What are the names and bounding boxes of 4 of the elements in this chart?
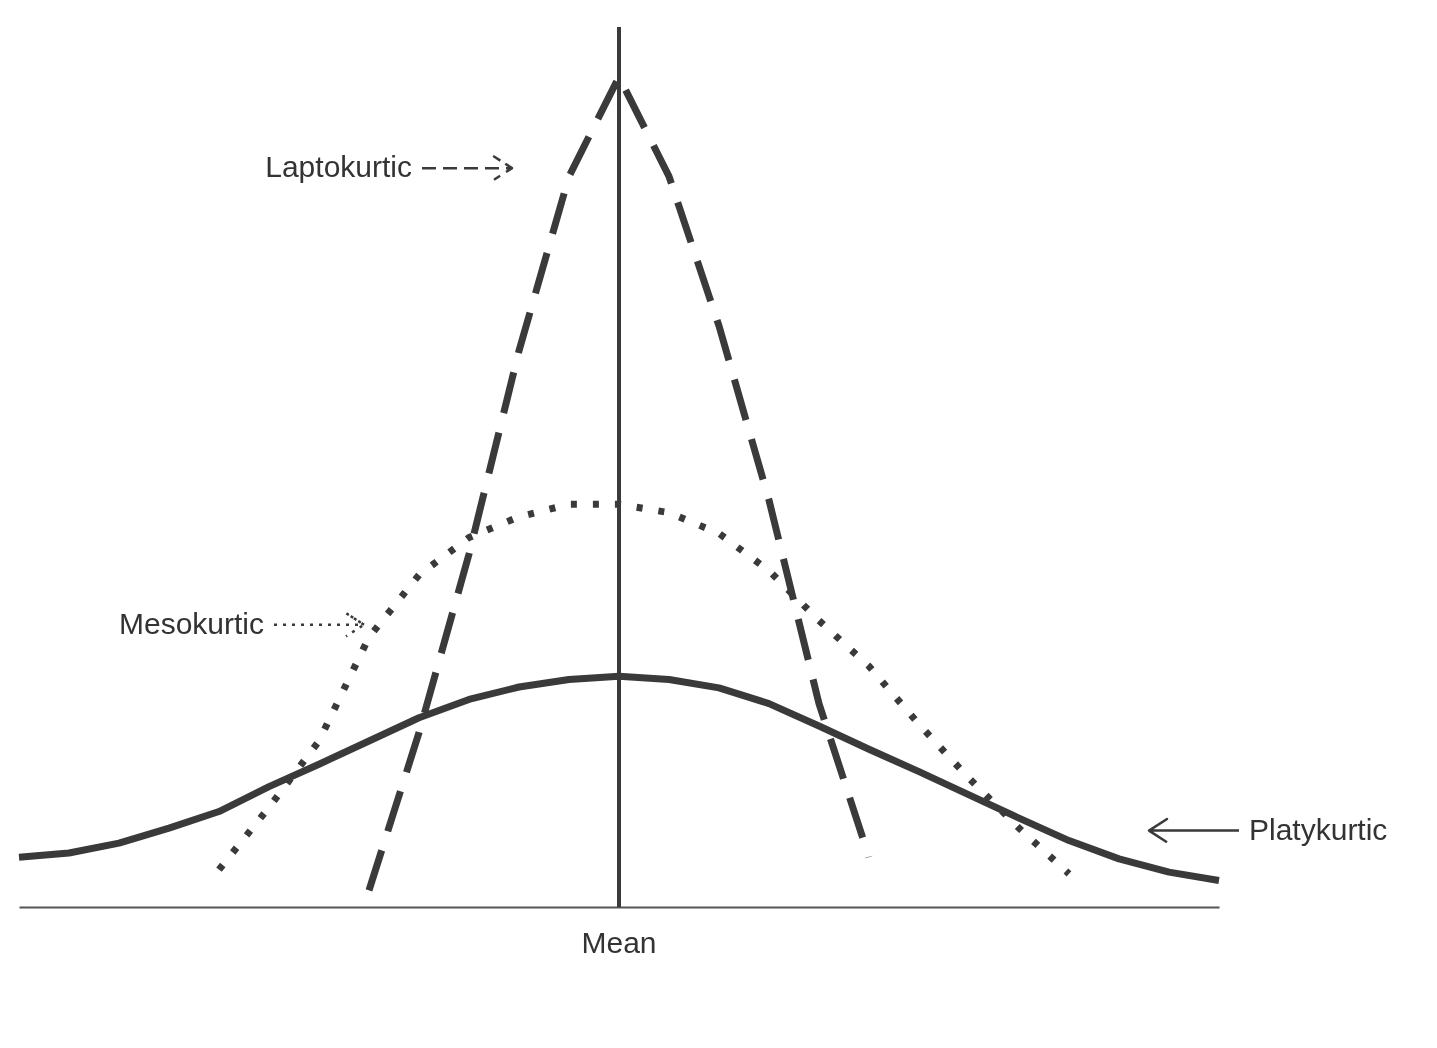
legend-label: Mesokurtic bbox=[118, 606, 264, 640]
legend-label: Laptokurtic bbox=[265, 150, 412, 184]
series-label: Platykurtic bbox=[1249, 812, 1388, 846]
text: Mean bbox=[581, 926, 657, 959]
